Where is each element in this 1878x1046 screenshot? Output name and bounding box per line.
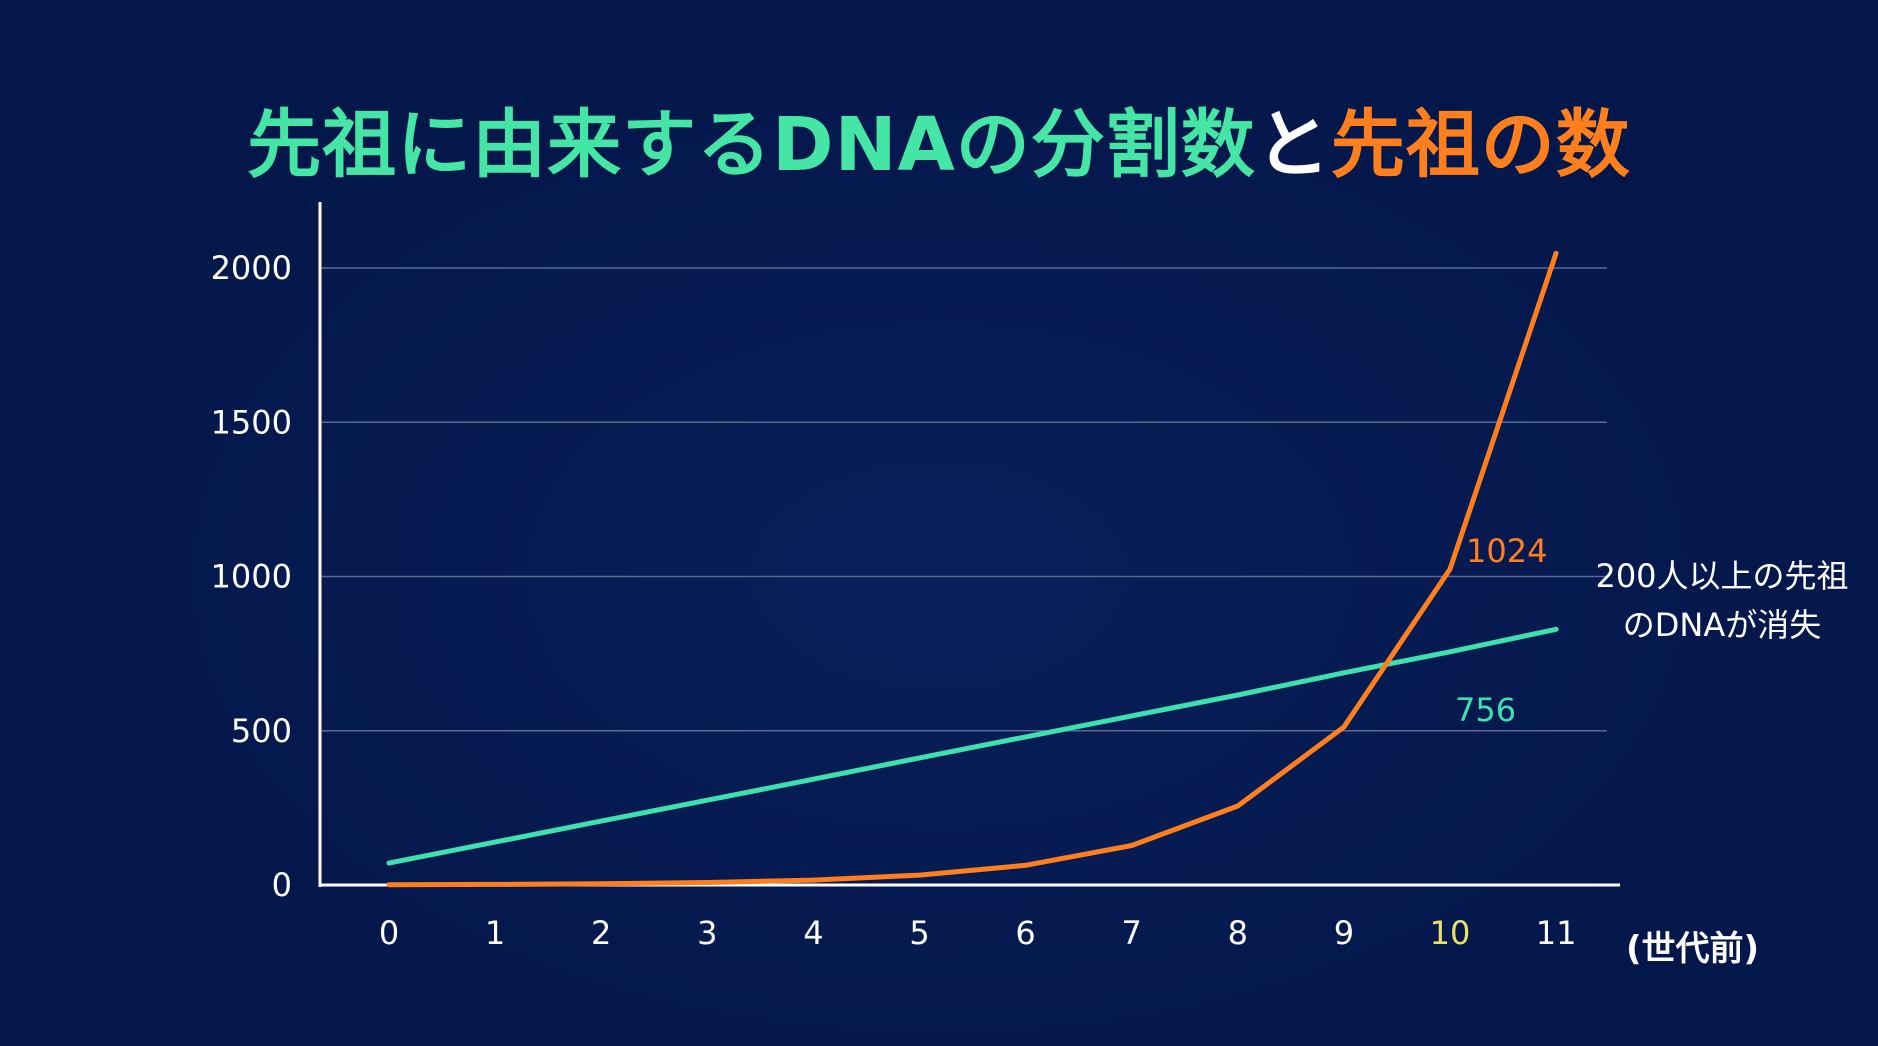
ancestors-series-line [386,250,1559,888]
x-tick-label: 1 [485,914,505,952]
title-part-dna: 先祖に由来するDNAの分割数 [247,102,1256,188]
title-part-connector: と [1255,102,1331,188]
x-axis-unit-label: (世代前) [1626,929,1759,969]
annotation-line-1: 200人以上の先祖 [1595,557,1848,595]
y-tick-label: 1000 [211,558,292,596]
y-tick-label: 1500 [211,403,292,441]
y-tick-label: 0 [272,866,292,904]
x-tick-label: 0 [379,914,399,952]
x-tick-label: 2 [591,914,611,952]
labels: 0 500 1000 1500 2000 0 1 2 3 4 5 6 7 8 9 10 11 (世代前) 1024 7… [211,249,1849,969]
ancestors-data-label: 1024 [1466,532,1547,570]
x-tick-label: 10 [1430,914,1471,952]
annotation-line-2: のDNAが消失 [1623,606,1821,644]
x-tick-label: 8 [1228,914,1248,952]
x-tick-label: 9 [1334,914,1354,952]
x-tick-label: 6 [1015,914,1035,952]
series [386,250,1559,888]
dna-series-line [386,626,1559,866]
x-tick-label: 3 [697,914,717,952]
x-tick-label: 4 [803,914,823,952]
chart-title: 先祖に由来するDNAの分割数と先祖の数 [0,85,1878,192]
axes [318,202,1620,887]
dna-data-label: 756 [1455,691,1516,729]
x-tick-label: 5 [909,914,929,952]
title-part-ancestors: 先祖の数 [1330,102,1631,188]
y-tick-label: 2000 [211,249,292,287]
x-tick-label: 11 [1536,914,1577,952]
gridlines [320,267,1607,732]
x-tick-label: 7 [1122,914,1142,952]
y-tick-label: 500 [231,712,292,750]
